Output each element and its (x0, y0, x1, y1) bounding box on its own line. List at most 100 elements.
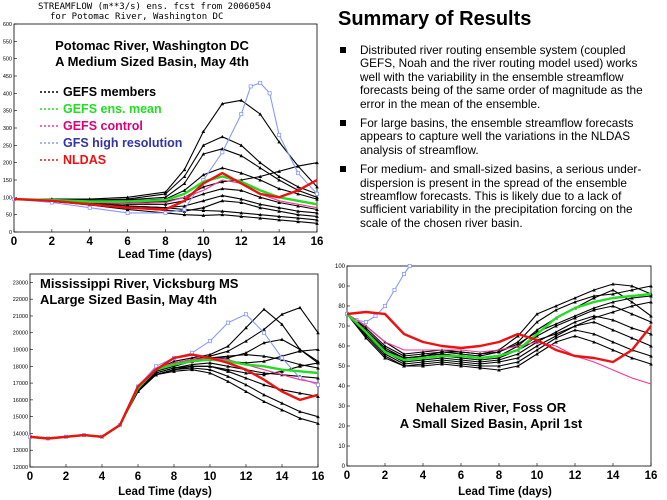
series-line (29, 369, 319, 440)
data-point (226, 379, 230, 383)
summary-bullet-text: For medium- and small-sized basins, a se… (360, 162, 642, 230)
summary-bullet-text: For large basins, the ensemble streamflo… (360, 116, 634, 157)
data-point (554, 332, 558, 336)
data-point (277, 140, 281, 144)
data-point (239, 214, 244, 218)
y-tick-label: 30 (338, 404, 345, 410)
chart-title-line-1: Nehalem River, Foss OR (416, 400, 567, 415)
summary-bullet: For large basins, the ensemble streamflo… (338, 116, 660, 157)
data-point (298, 391, 302, 395)
data-point (277, 214, 281, 218)
data-point (314, 191, 319, 196)
data-point (261, 330, 266, 335)
data-point (611, 300, 615, 304)
chart-title-line-1: Potomac River, Washington DC (55, 38, 249, 53)
data-point (497, 360, 501, 364)
y-tick-label: 21000 (13, 314, 28, 320)
data-point (363, 320, 368, 325)
data-point (220, 212, 225, 217)
data-point (535, 348, 539, 352)
data-point (497, 368, 501, 372)
y-tick-label: 16000 (13, 398, 28, 404)
data-point (244, 352, 248, 357)
series-line (346, 310, 652, 364)
data-point (277, 178, 281, 182)
y-tick-label: 20000 (13, 331, 28, 337)
x-tick-label: 0 (11, 236, 17, 248)
x-tick-label: 16 (645, 470, 658, 482)
data-point (630, 326, 634, 330)
data-point (258, 205, 262, 210)
y-tick-label: 0 (342, 464, 346, 470)
data-point (630, 296, 634, 300)
data-point (277, 205, 281, 210)
data-point (649, 362, 653, 366)
data-point (554, 336, 558, 340)
data-point (201, 152, 206, 156)
data-point (592, 314, 596, 318)
data-point (316, 421, 320, 425)
data-point (226, 369, 230, 373)
data-point (262, 341, 266, 345)
data-point (402, 364, 406, 368)
data-point (296, 171, 301, 176)
data-point (554, 324, 558, 328)
legend-item-hires: GFS high resolution (40, 136, 182, 150)
data-point (554, 304, 558, 308)
plot-area: 0 50 100 150 200 250 300 350 400 450 500 550 600 0 2 4 6… (3, 22, 324, 248)
data-point (611, 304, 615, 308)
data-point (478, 360, 482, 364)
series-line (29, 362, 319, 440)
x-tick-label: 2 (63, 471, 69, 483)
data-point (649, 314, 653, 318)
data-point (611, 288, 615, 292)
data-point (172, 369, 176, 373)
summary-bullet-text: Distributed river routing ensemble syste… (360, 43, 643, 111)
data-point (315, 214, 319, 218)
data-point (573, 328, 577, 332)
data-point (239, 98, 244, 102)
x-tick-label: 6 (135, 471, 141, 483)
data-point (440, 362, 444, 366)
data-point (262, 359, 266, 363)
series-line (29, 353, 319, 440)
data-point (630, 288, 634, 292)
data-point (239, 211, 244, 215)
data-point (316, 414, 320, 419)
data-point (402, 352, 406, 356)
data-point (154, 371, 158, 375)
data-point (459, 364, 463, 368)
x-tick-label: 16 (311, 236, 324, 248)
data-point (163, 192, 168, 196)
data-point (226, 374, 230, 378)
data-point (592, 340, 596, 344)
data-point (296, 192, 300, 196)
data-point (201, 208, 206, 213)
data-point (554, 308, 558, 312)
data-point (421, 350, 425, 354)
data-point (262, 327, 266, 331)
data-point (611, 348, 615, 352)
data-point (459, 356, 463, 360)
data-point (592, 306, 596, 310)
data-point (258, 80, 263, 85)
data-point (201, 129, 206, 133)
data-point (298, 349, 302, 353)
data-point (262, 354, 266, 358)
data-point (535, 312, 539, 316)
data-point (316, 394, 320, 399)
data-point (554, 322, 558, 326)
data-point (315, 197, 319, 201)
data-point (208, 352, 212, 357)
data-point (190, 364, 194, 368)
data-point (611, 318, 615, 322)
chart-potomac: STREAMFLOW (m**3/s) ens. fcst from 20060… (3, 2, 324, 261)
data-point (182, 188, 187, 192)
data-point (592, 332, 596, 336)
chart-header-line-1: STREAMFLOW (m**3/s) ens. fcst from 20060… (38, 2, 271, 12)
data-point (220, 134, 225, 139)
series-gfs-high-resolution (27, 312, 320, 441)
data-point (402, 271, 407, 276)
data-point (298, 409, 302, 414)
data-point (611, 328, 615, 332)
